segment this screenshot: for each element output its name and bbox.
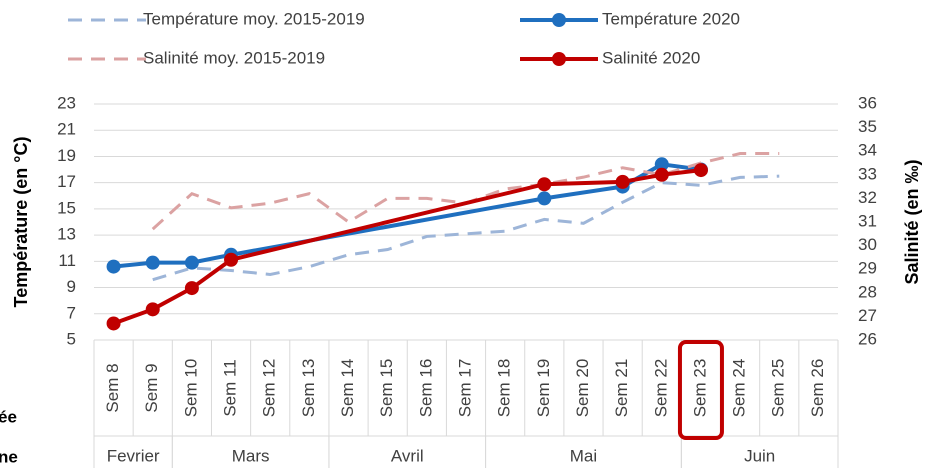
legend-label: Salinité 2020	[602, 48, 700, 67]
group-label: Mars	[232, 446, 270, 465]
legend-label: Température moy. 2015-2019	[143, 9, 365, 28]
y-tick-label: 9	[67, 277, 76, 296]
x-tick-label: Sem 25	[769, 359, 788, 418]
x-tick-label: Sem 11	[221, 359, 240, 416]
y-tick-label: 23	[57, 93, 76, 112]
y2-tick-label: 32	[858, 188, 877, 207]
x-tick-label: Sem 14	[338, 359, 357, 418]
y2-tick-label: 35	[858, 117, 877, 136]
y2-tick-label: 29	[858, 259, 877, 278]
group-label: Fevrier	[107, 446, 160, 465]
series-marker	[537, 177, 552, 192]
series-marker	[654, 157, 669, 172]
highlight-box	[677, 340, 724, 440]
x-tick-label: Sem 13	[299, 359, 318, 418]
y2-tick-label: 30	[858, 235, 877, 254]
x-tick-label: Sem 22	[651, 359, 670, 418]
x-tick-label: Sem 20	[573, 359, 592, 418]
y2-tick-label: 31	[858, 211, 877, 230]
series-line	[151, 152, 780, 231]
y2-tick-label: 27	[858, 306, 877, 325]
x-tick-label: Sem 26	[808, 359, 827, 418]
x-tick-label: Sem 12	[260, 359, 279, 418]
legend-label: Salinité moy. 2015-2019	[143, 48, 325, 67]
x-tick-label: Sem 15	[377, 359, 396, 418]
series-marker	[145, 302, 160, 317]
x-tick-label: Sem 8	[103, 363, 122, 412]
group-label: Mai	[570, 446, 597, 465]
x-tick-label: Sem 18	[495, 359, 514, 418]
y-tick-label: 21	[57, 120, 76, 139]
legend-marker	[552, 13, 566, 27]
series-marker	[693, 163, 708, 178]
y2-tick-label: 34	[858, 141, 877, 160]
series-marker	[184, 255, 199, 270]
x-tick-label: Sem 17	[455, 359, 474, 418]
series-marker	[184, 281, 199, 296]
x-tick-label: Sem 24	[730, 359, 749, 418]
y-tick-label: 17	[57, 172, 76, 191]
series-marker	[106, 316, 121, 331]
y-tick-label: 11	[58, 251, 76, 270]
legend-label: Température 2020	[602, 9, 740, 28]
group-label: Avril	[391, 446, 424, 465]
x-tick-label: Sem 23	[690, 359, 709, 418]
series-marker	[654, 167, 669, 182]
annotation: ne	[0, 447, 18, 466]
y-tick-label: 13	[57, 225, 76, 244]
series-line	[152, 174, 780, 282]
series-marker	[106, 259, 121, 274]
y-tick-label: 7	[67, 303, 76, 322]
group-label: Juin	[744, 446, 775, 465]
legend-marker	[552, 52, 566, 66]
y2-axis-label: Salinité (en ‰)	[902, 159, 922, 284]
x-tick-label: Sem 10	[181, 359, 200, 418]
y-tick-label: 19	[57, 146, 76, 165]
y-tick-label: 15	[57, 198, 76, 217]
y2-tick-label: 26	[858, 329, 877, 348]
series-line	[112, 168, 702, 326]
x-tick-label: Sem 16	[416, 359, 435, 418]
series-marker	[224, 252, 239, 267]
y2-tick-label: 33	[858, 164, 877, 183]
annotation: ée	[0, 407, 17, 426]
series-marker	[537, 191, 552, 206]
y-axis-label: Température (en °C)	[11, 137, 31, 308]
y-tick-label: 5	[67, 329, 76, 348]
series-marker	[615, 174, 630, 189]
y2-tick-label: 36	[858, 93, 877, 112]
x-tick-label: Sem 21	[612, 359, 631, 418]
x-tick-label: Sem 19	[534, 359, 553, 418]
y2-tick-label: 28	[858, 282, 877, 301]
x-tick-label: Sem 9	[142, 363, 161, 412]
series-marker	[145, 255, 160, 270]
